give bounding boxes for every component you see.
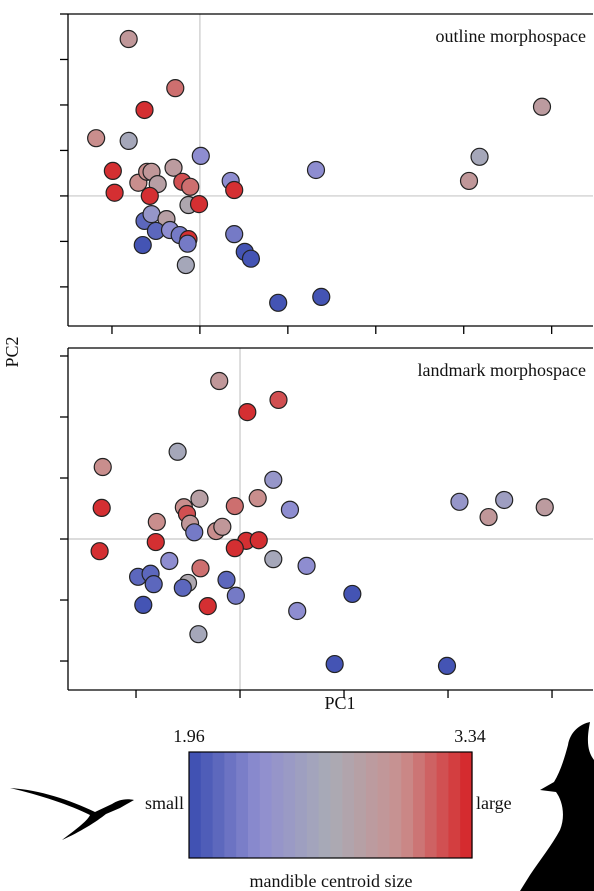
data-point: [168, 442, 187, 461]
data-point: [176, 255, 195, 275]
colorbar-frame: [188, 751, 473, 859]
colorbar-step: [212, 752, 225, 858]
data-point: [225, 225, 244, 244]
data-point: [470, 147, 489, 166]
data-point: [312, 287, 331, 306]
data-point: [191, 146, 210, 166]
colorbar-step: [448, 752, 461, 858]
data-point: [119, 29, 138, 49]
data-point: [269, 293, 288, 312]
data-point: [146, 532, 165, 552]
data-point: [191, 559, 210, 578]
colorbar-step: [424, 752, 438, 858]
pterosaur-flying: [10, 788, 134, 840]
data-point: [140, 186, 159, 206]
colorbar-step: [318, 752, 332, 858]
data-point: [133, 235, 152, 255]
colorbar-step: [413, 752, 426, 858]
data-point: [135, 100, 154, 120]
data-point: [297, 556, 316, 575]
data-point: [213, 517, 232, 536]
colorbar-step: [283, 752, 296, 858]
colorbar-step: [295, 752, 308, 858]
colorbar-step: [271, 752, 284, 858]
data-point: [103, 161, 122, 181]
data-point: [134, 595, 153, 614]
data-point: [92, 498, 111, 517]
data-point: [173, 578, 192, 597]
colorbar-step: [354, 752, 367, 858]
x-axis-label: PC1: [324, 693, 355, 713]
data-point: [450, 492, 469, 511]
data-point: [178, 234, 197, 253]
data-point: [269, 390, 288, 410]
colorbar-step: [259, 752, 273, 858]
data-point: [479, 507, 498, 527]
colorbar-step: [401, 752, 414, 858]
data-point: [93, 457, 112, 477]
colorbar-step: [224, 752, 237, 858]
colorbar-step: [189, 752, 202, 858]
data-point: [119, 131, 138, 150]
data-point: [210, 371, 229, 391]
data-point: [238, 403, 257, 422]
colorbar-step: [389, 752, 402, 858]
colorbar-high-label: large: [476, 793, 512, 813]
data-point: [249, 531, 268, 550]
data-point: [225, 180, 244, 200]
data-point: [189, 195, 209, 214]
data-point: [190, 489, 209, 508]
data-point: [166, 79, 185, 98]
colorbar-step: [236, 752, 249, 858]
data-point: [535, 498, 554, 517]
data-point: [325, 654, 344, 674]
data-point: [217, 570, 236, 589]
data-point: [532, 97, 552, 116]
colorbar-step: [365, 752, 379, 858]
data-point: [306, 160, 326, 180]
data-point: [105, 183, 124, 202]
plot-annotation: outline morphospace: [436, 26, 586, 46]
data-point: [495, 490, 514, 510]
y-axis-label: PC2: [2, 336, 22, 367]
data-point: [288, 601, 307, 621]
colorbar-max: 3.34: [454, 726, 486, 746]
data-point: [459, 171, 479, 191]
data-point: [87, 129, 106, 148]
data-point: [164, 158, 183, 177]
data-point: [147, 512, 166, 532]
colorbar-step: [200, 752, 214, 858]
data-point: [225, 539, 244, 558]
data-point: [160, 551, 179, 571]
data-point: [241, 249, 261, 268]
colorbar-step: [377, 752, 391, 858]
data-point: [248, 489, 267, 508]
data-point: [189, 625, 208, 644]
data-point: [264, 550, 283, 569]
data-point: [280, 500, 300, 519]
colorbar-step: [330, 752, 343, 858]
data-point: [144, 575, 163, 594]
colorbar-step: [436, 752, 450, 858]
colorbar-title: mandible centroid size: [250, 871, 413, 891]
colorbar-step: [342, 752, 355, 858]
pterosaur-standing: [520, 722, 594, 891]
data-point: [185, 523, 204, 542]
data-point: [181, 177, 200, 196]
data-point: [225, 496, 244, 516]
data-point: [437, 656, 457, 676]
data-point: [343, 584, 362, 604]
colorbar-step: [306, 752, 320, 858]
data-point: [264, 470, 283, 489]
plot-annotation: landmark morphospace: [418, 360, 586, 380]
colorbar-step: [247, 752, 261, 858]
colorbar-low-label: small: [145, 793, 184, 813]
colorbar-min: 1.96: [173, 726, 205, 746]
colorbar-step: [460, 752, 473, 858]
data-point: [90, 542, 109, 561]
data-point: [226, 586, 245, 605]
data-point: [198, 597, 217, 616]
